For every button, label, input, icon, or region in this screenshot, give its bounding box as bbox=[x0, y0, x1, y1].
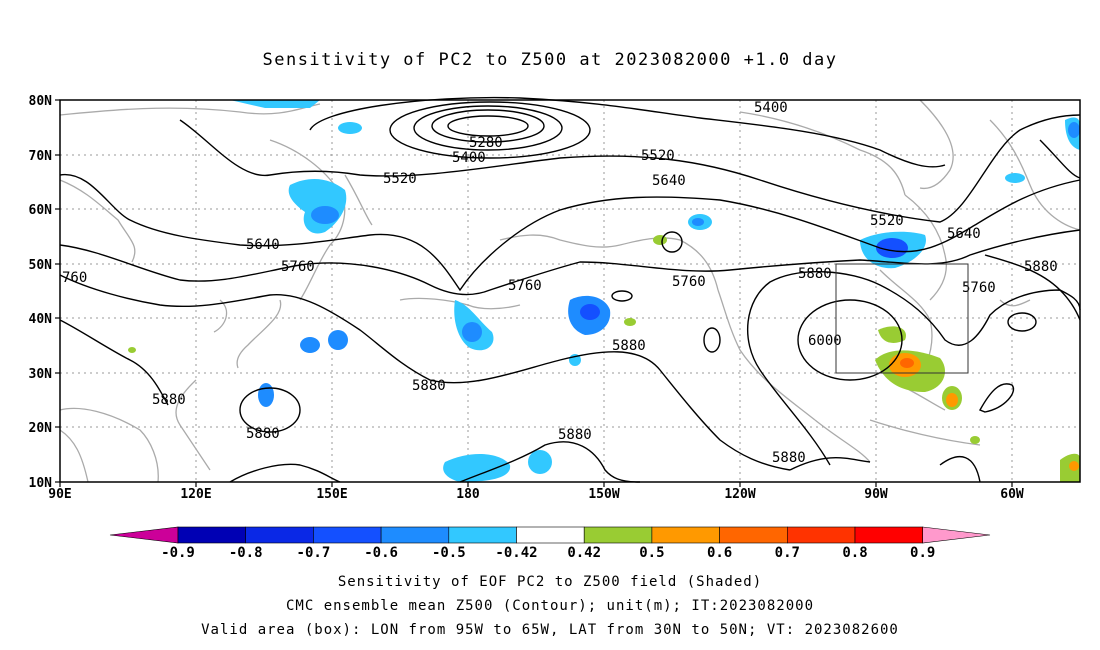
contour-label-5880: 5880 bbox=[152, 392, 186, 408]
contour-5640 bbox=[59, 174, 1081, 292]
contour-label-5760: 5760 bbox=[281, 259, 315, 275]
contour-5400 bbox=[309, 96, 946, 168]
contour-label-5280: 5280 bbox=[469, 135, 503, 151]
contour-5880-main bbox=[59, 274, 791, 471]
colorbar-tick-label: 0.8 bbox=[842, 545, 867, 561]
contour-label-5880: 5880 bbox=[412, 378, 446, 394]
lat-label: 20N bbox=[29, 421, 53, 436]
caption-line-2: CMC ensemble mean Z500 (Contour); unit(m… bbox=[285, 598, 814, 614]
lon-label: 150E bbox=[316, 487, 347, 502]
lon-label: 60W bbox=[1000, 487, 1024, 502]
lon-label: 150W bbox=[588, 487, 619, 502]
colorbar-tick-label: -0.9 bbox=[161, 545, 195, 561]
colorbar-min-arrow bbox=[109, 526, 179, 544]
caption-line-3: Valid area (box): LON from 95W to 65W, L… bbox=[201, 622, 899, 638]
colorbar-labels: -0.9 -0.8 -0.7 -0.6 -0.5 -0.42 0.42 0.5 0.6 0.7 0.… bbox=[161, 545, 935, 561]
contour-label-5520: 5520 bbox=[870, 213, 904, 229]
map-panel: 5280 5400 5400 5520 5520 5520 5640 5640 … bbox=[29, 94, 1081, 502]
contour-label-5760: 5760 bbox=[508, 278, 542, 294]
contour-label-5880: 5880 bbox=[558, 427, 592, 443]
colorbar-swatch bbox=[854, 526, 923, 544]
lat-label: 30N bbox=[29, 367, 53, 382]
contour-labels: 5280 5400 5400 5520 5520 5520 5640 5640 … bbox=[62, 100, 1058, 466]
colorbar-tick-label: -0.7 bbox=[297, 545, 331, 561]
contour-label-5880: 5880 bbox=[612, 338, 646, 354]
contour-label-5760: 5760 bbox=[672, 274, 706, 290]
lat-label: 80N bbox=[29, 94, 53, 109]
contour-label-5400: 5400 bbox=[452, 150, 486, 166]
colorbar-tick-label: 0.5 bbox=[639, 545, 664, 561]
positive-sensitivity-shading bbox=[128, 235, 1080, 482]
colorbar-swatch bbox=[313, 526, 382, 544]
colorbar-tick-label: 0.6 bbox=[707, 545, 732, 561]
colorbar-swatch bbox=[177, 526, 246, 544]
colorbar-max-arrow bbox=[922, 526, 991, 544]
lat-label: 50N bbox=[29, 258, 53, 273]
colorbar-tick-label: -0.5 bbox=[432, 545, 466, 561]
lat-label: 60N bbox=[29, 203, 53, 218]
contour-label-5760: 760 bbox=[62, 270, 87, 286]
contour-label-5520: 5520 bbox=[383, 171, 417, 187]
contour-label-5880: 5880 bbox=[1024, 259, 1058, 275]
contour-label-6000: 6000 bbox=[808, 333, 842, 349]
contour-5520 bbox=[179, 114, 1081, 223]
colorbar-tick-label: 0.9 bbox=[910, 545, 935, 561]
colorbar-swatch bbox=[786, 526, 856, 544]
colorbar-tick-label: 0.7 bbox=[775, 545, 800, 561]
lat-label: 10N bbox=[29, 476, 53, 491]
colorbar-swatch bbox=[448, 526, 517, 544]
contour-label-5520: 5520 bbox=[641, 148, 675, 164]
figure-title: Sensitivity of PC2 to Z500 at 2023082000… bbox=[262, 50, 838, 70]
colorbar bbox=[109, 526, 991, 544]
colorbar-tick-label: -0.6 bbox=[364, 545, 398, 561]
colorbar-tick-label: 0.42 bbox=[567, 545, 601, 561]
contour-label-5760: 5760 bbox=[962, 280, 996, 296]
colorbar-swatch bbox=[651, 526, 720, 544]
contour-label-5400: 5400 bbox=[754, 100, 788, 116]
colorbar-swatch bbox=[516, 526, 585, 544]
colorbar-swatch bbox=[380, 526, 450, 544]
caption-line-1: Sensitivity of EOF PC2 to Z500 field (Sh… bbox=[337, 574, 763, 590]
lon-label: 180 bbox=[456, 487, 480, 502]
negative-sensitivity-shading bbox=[230, 100, 1080, 482]
contour-label-5880: 5880 bbox=[246, 426, 280, 442]
contour-label-5640: 5640 bbox=[652, 173, 686, 189]
axis-ticks bbox=[55, 99, 1013, 487]
colorbar-swatch bbox=[245, 526, 314, 544]
contour-label-5880: 5880 bbox=[798, 266, 832, 282]
z500-contours bbox=[59, 96, 1081, 483]
map-frame bbox=[59, 99, 1081, 483]
colorbar-tick-label: -0.42 bbox=[495, 545, 537, 561]
lon-label: 90E bbox=[48, 487, 71, 502]
contour-label-5640: 5640 bbox=[947, 226, 981, 242]
lon-label: 120W bbox=[724, 487, 755, 502]
longitude-labels: 90E 120E 150E 180 150W 120W 90W 60W bbox=[48, 487, 1024, 502]
colorbar-swatch bbox=[719, 526, 788, 544]
lon-label: 90W bbox=[864, 487, 888, 502]
valid-area-box bbox=[835, 263, 969, 374]
colorbar-swatch bbox=[583, 526, 653, 544]
contour-label-5640: 5640 bbox=[246, 237, 280, 253]
latitude-labels: 80N 70N 60N 50N 40N 30N 20N 10N bbox=[29, 94, 53, 491]
contour-label-5880: 5880 bbox=[772, 450, 806, 466]
lon-label: 120E bbox=[180, 487, 211, 502]
lat-label: 70N bbox=[29, 149, 53, 164]
lat-label: 40N bbox=[29, 312, 53, 327]
contour-5280-inner bbox=[447, 115, 529, 137]
contour-6000 bbox=[797, 299, 903, 381]
colorbar-tick-label: -0.8 bbox=[229, 545, 263, 561]
grid-lines bbox=[60, 100, 1080, 482]
